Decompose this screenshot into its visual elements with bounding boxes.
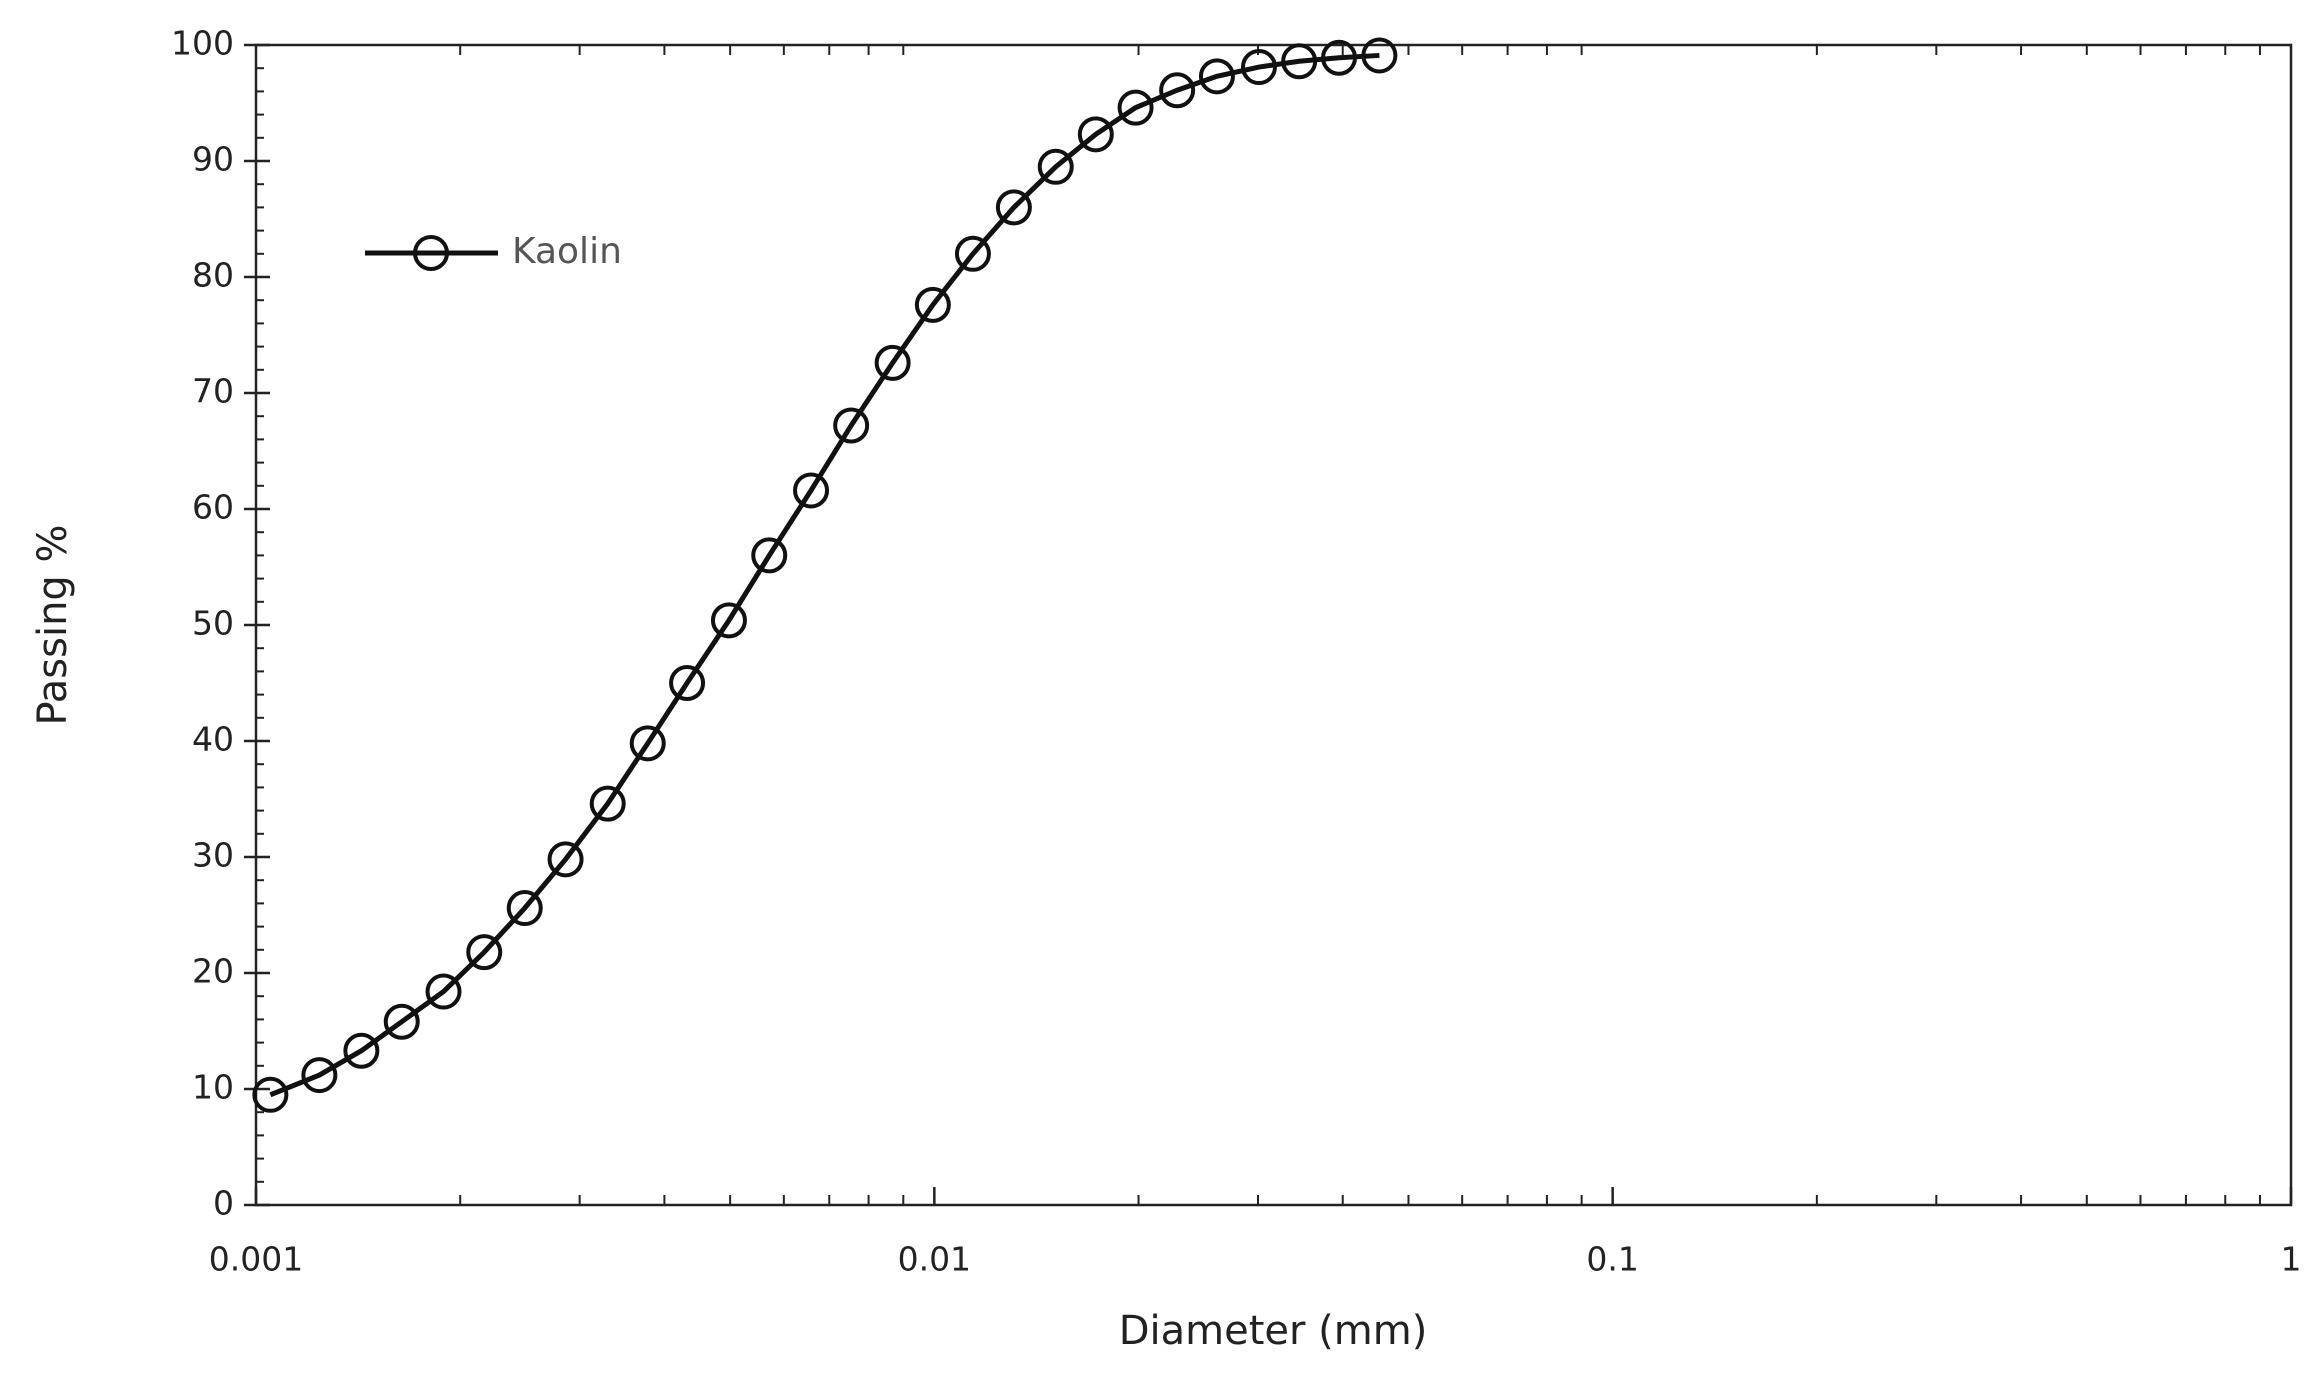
y-tick-label: 10 (192, 1068, 234, 1107)
y-tick-label: 80 (192, 256, 234, 295)
legend-marker (413, 235, 449, 271)
y-tick-label: 60 (192, 488, 234, 527)
y-tick-label: 0 (213, 1184, 234, 1223)
y-tick-label: 30 (192, 836, 234, 875)
data-point (1240, 49, 1277, 86)
data-point (1198, 58, 1235, 95)
x-tick-label: 1 (2281, 1240, 2302, 1279)
data-point (1321, 39, 1358, 76)
series-line (269, 52, 1380, 1098)
y-tick-label: 70 (192, 372, 234, 411)
y-tick-label: 90 (192, 140, 234, 179)
data-point (506, 890, 543, 927)
data-point (425, 973, 462, 1010)
data-point (995, 189, 1032, 226)
data-point (751, 537, 788, 574)
y-axis-title: Passing % (30, 524, 76, 725)
x-tick-label: 0.001 (209, 1240, 303, 1279)
data-point (252, 1076, 289, 1113)
x-tick-label: 0.1 (1586, 1240, 1638, 1279)
data-point (1281, 43, 1318, 80)
data-point (589, 785, 626, 822)
data-point (1159, 72, 1196, 109)
data-point (1037, 148, 1074, 185)
data-point (914, 286, 951, 323)
legend-label: Kaolin (512, 231, 622, 272)
y-tick-label: 100 (171, 24, 234, 63)
x-axis-title: Diameter (mm) (1119, 1308, 1428, 1354)
plot-frame (254, 43, 2293, 1207)
data-point (383, 1003, 420, 1040)
data-point (547, 841, 584, 878)
y-tick-label: 20 (192, 952, 234, 991)
data-point (710, 602, 747, 639)
data-point (1117, 89, 1154, 126)
data-point (1361, 37, 1398, 74)
y-tick-label: 50 (192, 604, 234, 643)
data-point (629, 725, 666, 762)
data-point (301, 1057, 338, 1094)
x-tick-label: 0.01 (898, 1240, 971, 1279)
data-point (669, 665, 706, 701)
data-point (343, 1032, 380, 1069)
data-point (466, 934, 503, 971)
data-point (793, 472, 830, 509)
y-tick-label: 40 (192, 720, 234, 759)
data-point (1077, 116, 1114, 153)
data-point (874, 344, 911, 381)
data-point (954, 235, 991, 272)
data-point (833, 407, 870, 444)
